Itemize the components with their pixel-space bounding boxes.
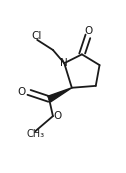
Text: O: O: [17, 87, 26, 97]
Polygon shape: [48, 88, 72, 102]
Text: N: N: [60, 58, 68, 68]
Text: CH₃: CH₃: [26, 129, 44, 139]
Text: O: O: [84, 26, 92, 36]
Text: Cl: Cl: [31, 31, 42, 41]
Text: O: O: [54, 111, 62, 121]
